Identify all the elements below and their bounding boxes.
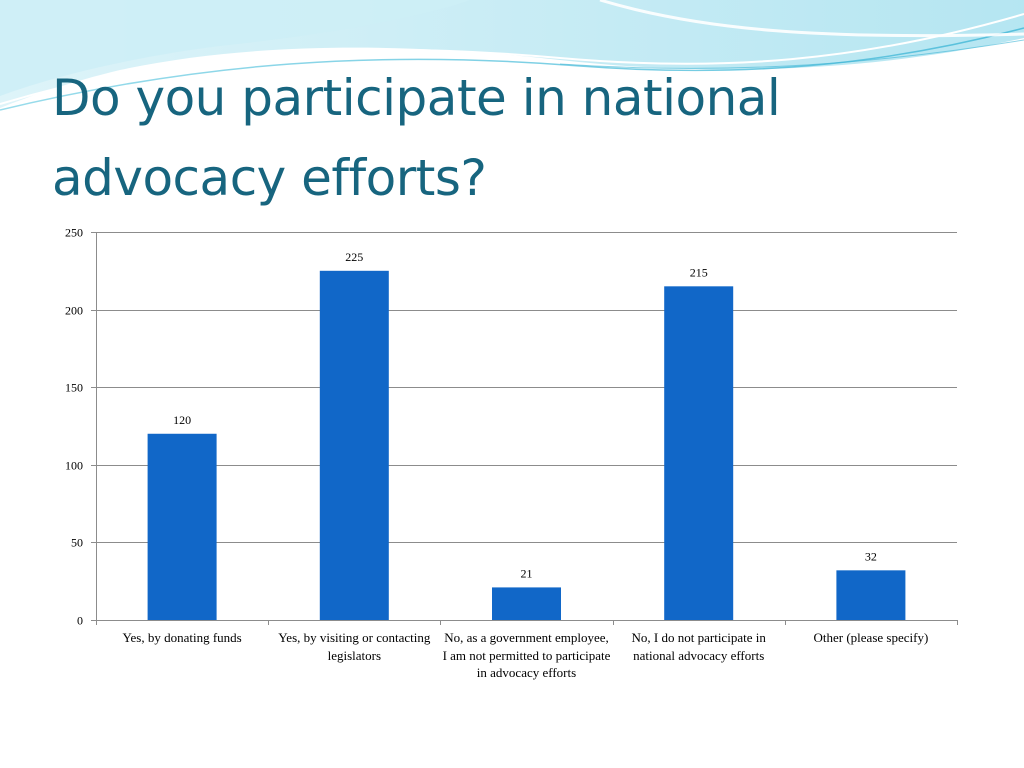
data-label-2: 225 [345,250,363,264]
y-tick-label-0: 0 [77,614,83,628]
x-category-label-2: Yes, by visiting or contacting legislato… [278,630,431,663]
wave-line-3 [599,0,1024,38]
slide-title: Do you participate in national advocacy … [52,69,781,207]
bar-3 [492,587,561,620]
wave-shape-front [0,0,470,96]
bar-1 [147,433,217,620]
y-tick-label-50: 50 [71,536,83,550]
bars [147,270,906,620]
y-tick-label-200: 200 [65,304,83,318]
y-tick-label-250: 250 [65,226,83,240]
bar-4 [664,286,734,620]
x-category-label-4: No, I do not participate in national adv… [631,630,766,663]
data-label-5: 32 [865,549,877,563]
gridlines [96,232,957,543]
data-label-4: 215 [690,265,708,279]
x-category-label-1: Yes, by donating funds [122,630,242,645]
wave-line-2 [0,27,1024,111]
wave-line-1 [0,13,1024,105]
x-category-label-3: No, as a government employee, I am not p… [442,630,611,680]
decorative-wave-header [0,0,1024,111]
y-tick-label-150: 150 [65,381,83,395]
axes: 0 50 100 150 200 250 [65,226,958,628]
bar-5 [836,570,906,620]
wave-line-4 [559,39,1024,69]
bar-2 [319,270,389,620]
x-category-label-5: Other (please specify) [813,630,929,645]
y-tick-label-100: 100 [65,459,83,473]
data-label-1: 120 [173,413,191,427]
data-labels: 120 225 21 215 32 [173,250,877,581]
data-label-3: 21 [521,566,533,580]
